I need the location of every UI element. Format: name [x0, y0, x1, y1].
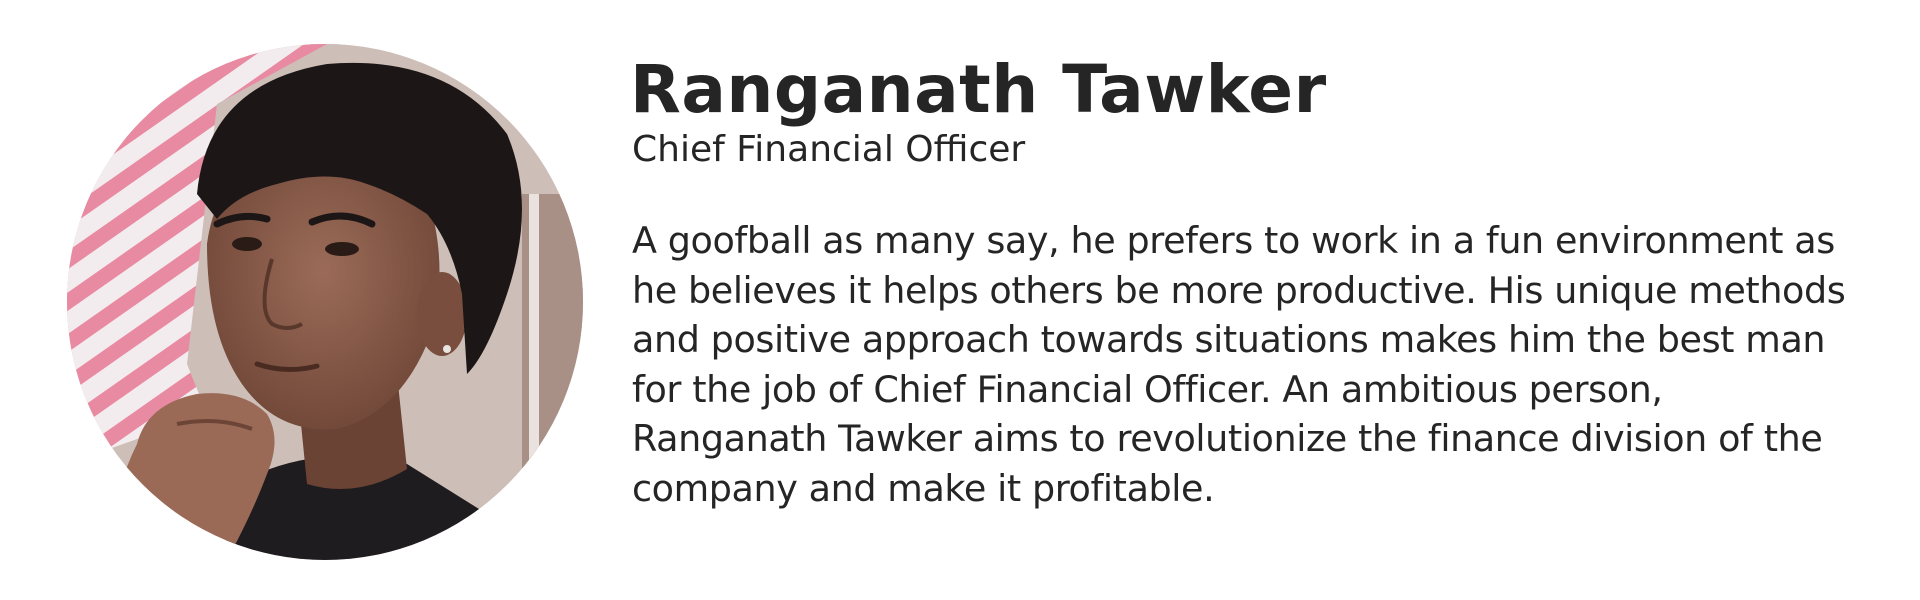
profile-info: Ranganath Tawker Chief Financial Officer… — [630, 48, 1900, 513]
person-photo-icon — [67, 44, 583, 560]
bio-line: for the job of Chief Financial Officer. … — [632, 367, 1663, 411]
member-role: Chief Financial Officer — [632, 129, 1026, 170]
profile-photo — [67, 44, 583, 560]
bio-line: company and make it profitable. — [632, 466, 1215, 510]
bio-line: Ranganath Tawker aims to revolutionize t… — [632, 417, 1823, 460]
bio-line: he believes it helps others be more prod… — [632, 268, 1846, 312]
bio-line: A goofball as many say, he prefers to wo… — [632, 219, 1835, 262]
member-name: Ranganath Tawker — [630, 51, 1327, 128]
bio-line: and positive approach towards situations… — [632, 318, 1826, 361]
member-bio: A goofball as many say, he prefers to wo… — [632, 216, 1900, 513]
